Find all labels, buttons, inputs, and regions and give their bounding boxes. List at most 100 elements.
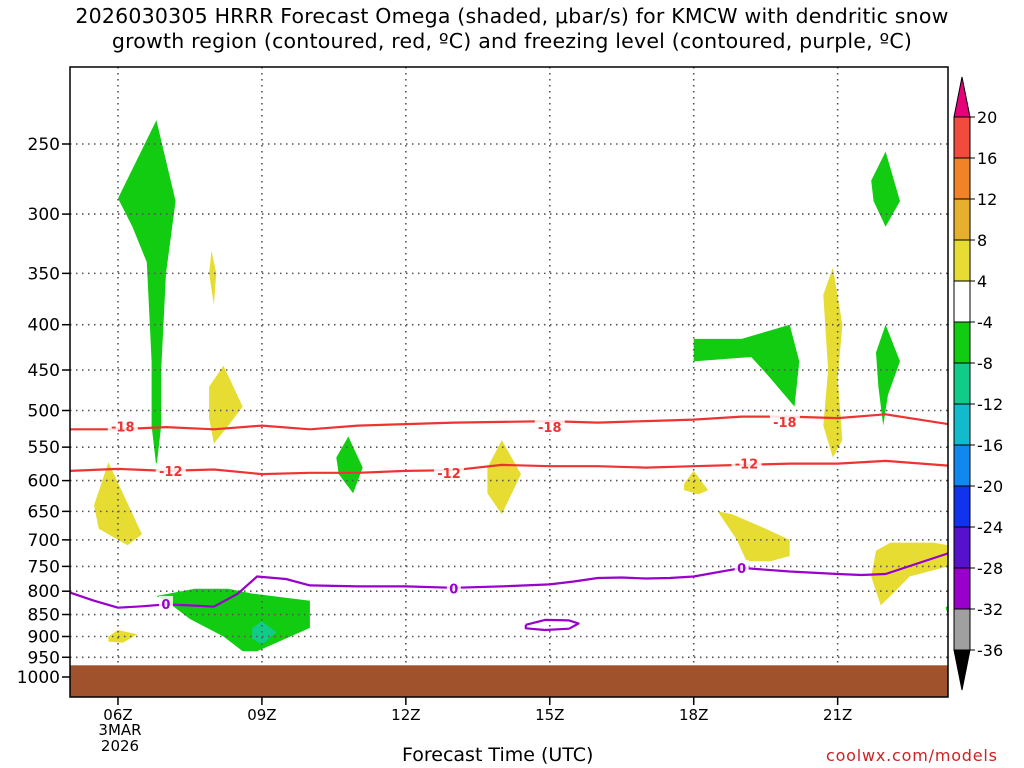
y-tick-label: 850: [28, 606, 60, 626]
y-tick-label: 1000: [17, 668, 60, 688]
colorbar-swatch: [953, 116, 971, 159]
x-tick-label: 09Z: [247, 706, 276, 724]
y-tick-label: 700: [28, 531, 60, 551]
colorbar-swatch: [953, 198, 971, 241]
y-tick-label: 500: [28, 402, 60, 422]
ground-fill: [70, 665, 948, 697]
colorbar-label: 4: [977, 272, 987, 291]
y-tick-label: 350: [28, 264, 60, 284]
contour-label-bg: [434, 464, 465, 480]
grid-lines: [70, 67, 948, 666]
colorbar-swatch: [953, 444, 971, 487]
y-tick-label: 600: [28, 472, 60, 492]
colorbar-label: 8: [977, 231, 987, 250]
contour-line--12: [70, 459, 948, 476]
x-tick-label: 18Z: [679, 706, 708, 724]
colorbar-swatch: [953, 608, 971, 651]
colorbar-swatch: [953, 362, 971, 405]
colorbar-label: 16: [977, 149, 997, 168]
omega-region-15: [871, 542, 948, 606]
contour-label-bg: [534, 419, 565, 435]
contour-line--18: [70, 413, 948, 431]
colorbar-label: -16: [977, 436, 1003, 455]
contour-label: -12: [437, 467, 461, 482]
x-tick-label: 21Z: [823, 706, 852, 724]
colorbar-label: -28: [977, 559, 1003, 578]
contour-labels: -18 -18 -18 -12 -12 -12 0 0 0: [107, 413, 800, 613]
colorbar-label: -24: [977, 518, 1003, 537]
colorbar-label: -8: [977, 354, 993, 373]
omega-region-14: [876, 324, 900, 426]
contour-label-bg: [155, 462, 186, 478]
ground-layer: [70, 665, 948, 697]
contour-label-bg: [731, 455, 762, 471]
y-tick-label: 750: [28, 557, 60, 577]
contour-label-bg: [158, 595, 173, 611]
colorbar-arrow-low: [953, 649, 971, 691]
contour-label: 0: [161, 598, 170, 613]
x-tick-label: 06Z: [103, 706, 132, 724]
credit-link[interactable]: coolwx.com/models: [826, 746, 998, 765]
colorbar-swatch: [953, 239, 971, 282]
x-axis: 06Z 09Z 12Z 15Z 18Z 21Z: [103, 697, 852, 724]
colorbar-label: -20: [977, 477, 1003, 496]
colorbar-label: 12: [977, 190, 997, 209]
contour-line-0: [70, 552, 948, 609]
y-tick-label: 450: [28, 361, 60, 381]
contour-label: -12: [159, 465, 183, 480]
colorbar-swatch: [953, 567, 971, 610]
omega-region-6: [156, 588, 310, 652]
y-tick-label: 650: [28, 502, 60, 522]
omega-region-11: [717, 511, 790, 562]
plot-frame: [69, 66, 949, 698]
x-axis-title: Forecast Time (UTC): [402, 744, 594, 766]
omega-region-9: [693, 324, 800, 407]
colorbar-label: -12: [977, 395, 1003, 414]
contour-label: 0: [449, 582, 458, 597]
contour-label: -12: [735, 458, 759, 473]
colorbar-label: -36: [977, 641, 1003, 660]
contour-label: -18: [773, 416, 797, 431]
omega-region-7: [252, 621, 277, 645]
contour-line-0: [524, 618, 580, 632]
colorbar: -36 -32 -28 -24 -20 -16 -12 -8 -4 4 8 12 16 20: [953, 76, 1003, 691]
y-tick-label: 950: [28, 648, 60, 668]
y-tick-label: 400: [28, 316, 60, 336]
omega-region-1: [209, 250, 217, 305]
y-tick-label: 300: [28, 205, 60, 225]
omega-region-8: [487, 440, 521, 515]
contour-label-bg: [734, 559, 749, 575]
y-tick-label: 550: [28, 438, 60, 458]
colorbar-swatch: [953, 403, 971, 446]
omega-region-10: [684, 470, 709, 495]
omega-shading: [94, 120, 948, 652]
y-tick-label: 900: [28, 627, 60, 647]
start-date-year: 2026: [100, 737, 140, 755]
colorbar-label: 20: [977, 108, 997, 127]
colorbar-swatch: [953, 485, 971, 528]
contour-label: -18: [111, 420, 135, 435]
y-tick-label: 250: [28, 135, 60, 155]
chart-title: 2026030305 HRRR Forecast Omega (shaded, …: [75, 4, 949, 53]
colorbar-swatch: [953, 321, 971, 364]
start-date-day: 3MAR: [98, 721, 142, 739]
omega-region-4: [94, 462, 142, 546]
colorbar-swatch: [953, 157, 971, 200]
colorbar-label: -4: [977, 313, 993, 332]
y-tick-label: 800: [28, 582, 60, 602]
omega-region-13: [871, 151, 900, 227]
contour-label-bg: [769, 413, 800, 429]
y-axis: 2503003504004505005506006507007508008509…: [17, 135, 70, 688]
x-tick-label: 15Z: [535, 706, 564, 724]
contour-label-bg: [107, 418, 138, 434]
omega-region-3: [336, 436, 363, 494]
colorbar-arrow-high: [953, 76, 971, 118]
omega-region-2: [209, 365, 243, 444]
colorbar-swatch: [953, 280, 971, 323]
x-tick-label: 12Z: [391, 706, 420, 724]
contour-label-bg: [446, 580, 461, 596]
colorbar-swatch: [953, 526, 971, 569]
omega-region-5: [108, 630, 138, 643]
colorbar-label: -32: [977, 600, 1003, 619]
